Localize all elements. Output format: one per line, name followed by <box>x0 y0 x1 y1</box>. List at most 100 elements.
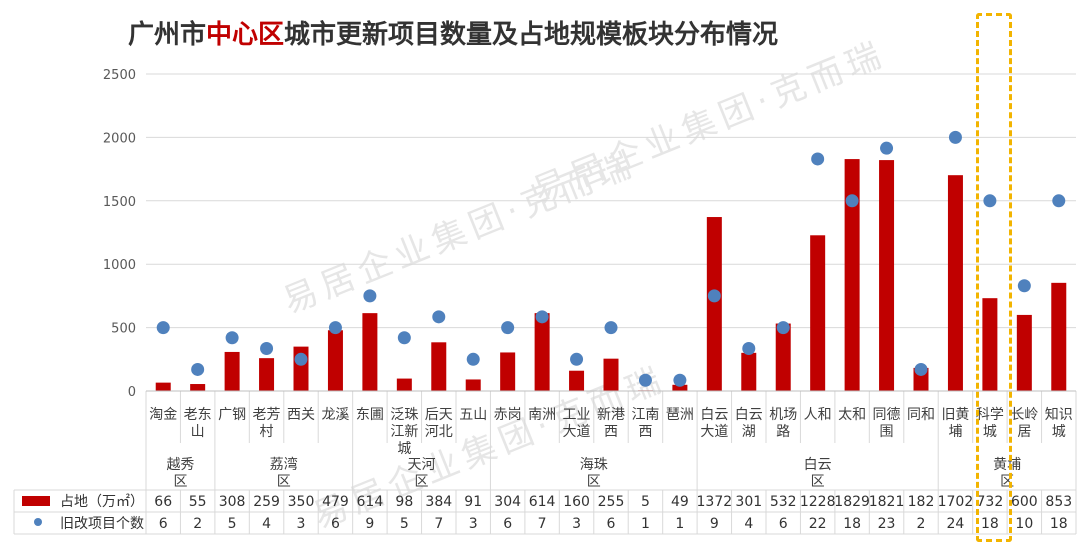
legend-bar-label: 占地（万㎡） <box>60 494 144 510</box>
bar <box>947 175 963 391</box>
bar-data-label: 384 <box>425 494 452 510</box>
bar <box>1016 314 1032 391</box>
bar <box>1051 282 1067 391</box>
category-label: 城 <box>1052 424 1066 440</box>
dot-data-label: 6 <box>331 516 340 532</box>
bar <box>431 342 447 391</box>
category-label: 泛珠 <box>390 407 418 423</box>
y-tick-label: 0 <box>128 385 136 400</box>
dot-data-label: 4 <box>744 516 753 532</box>
dot-point <box>535 310 549 324</box>
dot-point <box>1017 279 1031 293</box>
dot-data-label: 18 <box>981 516 999 532</box>
category-label: 琶洲 <box>666 407 694 423</box>
dot-data-label: 1 <box>675 516 684 532</box>
dot-point <box>811 152 825 166</box>
district-label: 区 <box>173 474 187 490</box>
category-label: 城 <box>397 441 411 457</box>
bar-data-label: 614 <box>357 494 384 510</box>
dot-point <box>845 194 859 208</box>
y-tick-label: 1000 <box>103 258 136 273</box>
bar-data-label: 1228 <box>800 494 836 510</box>
bar-data-label: 259 <box>253 494 280 510</box>
legend-dot-key <box>34 518 42 526</box>
bar <box>465 379 481 391</box>
category-label: 同德 <box>873 407 901 423</box>
bar-data-label: 350 <box>288 494 315 510</box>
dot-data-label: 3 <box>572 516 581 532</box>
bar <box>775 323 791 391</box>
bar <box>706 217 722 391</box>
y-tick-label: 2000 <box>103 131 136 146</box>
category-label: 河北 <box>425 424 453 440</box>
bar-data-label: 1829 <box>834 494 870 510</box>
dot-point <box>191 362 205 376</box>
dot-point <box>742 342 756 356</box>
dot-data-label: 4 <box>262 516 271 532</box>
dot-data-label: 6 <box>607 516 616 532</box>
district-label: 白云 <box>804 457 832 473</box>
category-label: 江新 <box>390 424 418 440</box>
dot-point <box>776 321 790 335</box>
bar-data-label: 600 <box>1011 494 1038 510</box>
dot-data-label: 2 <box>917 516 926 532</box>
dot-data-label: 7 <box>434 516 443 532</box>
bar-data-label: 49 <box>671 494 689 510</box>
category-label: 广钢 <box>218 407 246 423</box>
bar-data-label: 1702 <box>938 494 974 510</box>
bar <box>362 313 378 391</box>
dot-point <box>914 362 928 376</box>
category-label: 新港 <box>597 407 625 423</box>
district-label: 荔湾 <box>270 456 298 473</box>
bar-data-label: 182 <box>908 494 935 510</box>
category-label: 居 <box>1017 424 1031 440</box>
district-label: 天河 <box>408 457 436 473</box>
dot-point <box>604 321 618 335</box>
category-label: 村 <box>260 424 274 440</box>
category-label: 大道 <box>700 424 728 440</box>
bar-data-label: 1821 <box>869 494 905 510</box>
bar-data-label: 98 <box>395 494 413 510</box>
category-label: 湖 <box>742 424 756 440</box>
dot-data-label: 6 <box>779 516 788 532</box>
bar <box>500 352 516 391</box>
category-label: 后天 <box>425 407 453 423</box>
bar <box>879 160 895 391</box>
chart-title: 广州市中心区城市更新项目数量及占地规模板块分布情况 <box>128 20 779 50</box>
category-label: 旧黄 <box>941 406 969 423</box>
bar <box>982 298 998 391</box>
dot-data-label: 3 <box>469 516 478 532</box>
category-label: 埔 <box>948 424 962 440</box>
y-tick-label: 2500 <box>103 68 136 83</box>
legend-dot-label: 旧改项目个数 <box>60 516 144 532</box>
y-tick-label: 1500 <box>103 195 136 210</box>
dot-point <box>638 373 652 387</box>
bar-data-label: 532 <box>770 494 797 510</box>
bar <box>672 384 688 391</box>
dot-point <box>432 310 446 324</box>
dot-point <box>328 321 342 335</box>
dot-point <box>983 194 997 208</box>
category-label: 淘金 <box>149 407 177 423</box>
dot-point <box>707 289 721 303</box>
district-label: 区 <box>277 474 291 490</box>
dot-point <box>1052 194 1066 208</box>
category-label: 老东 <box>184 407 212 423</box>
category-label: 城 <box>983 424 997 440</box>
dot-point <box>501 321 515 335</box>
category-label: 大道 <box>563 424 591 440</box>
dot-data-label: 24 <box>947 516 965 532</box>
bar <box>534 313 550 391</box>
bar <box>569 370 585 391</box>
dot-data-label: 10 <box>1015 516 1033 532</box>
category-label: 江南 <box>631 407 659 423</box>
dot-point <box>570 352 584 366</box>
bar-data-label: 614 <box>529 494 556 510</box>
bar-data-label: 304 <box>494 494 521 510</box>
dot-data-label: 18 <box>1050 516 1068 532</box>
y-tick-label: 500 <box>111 322 136 337</box>
category-label: 老芳 <box>253 406 281 423</box>
district-label: 区 <box>415 474 429 490</box>
